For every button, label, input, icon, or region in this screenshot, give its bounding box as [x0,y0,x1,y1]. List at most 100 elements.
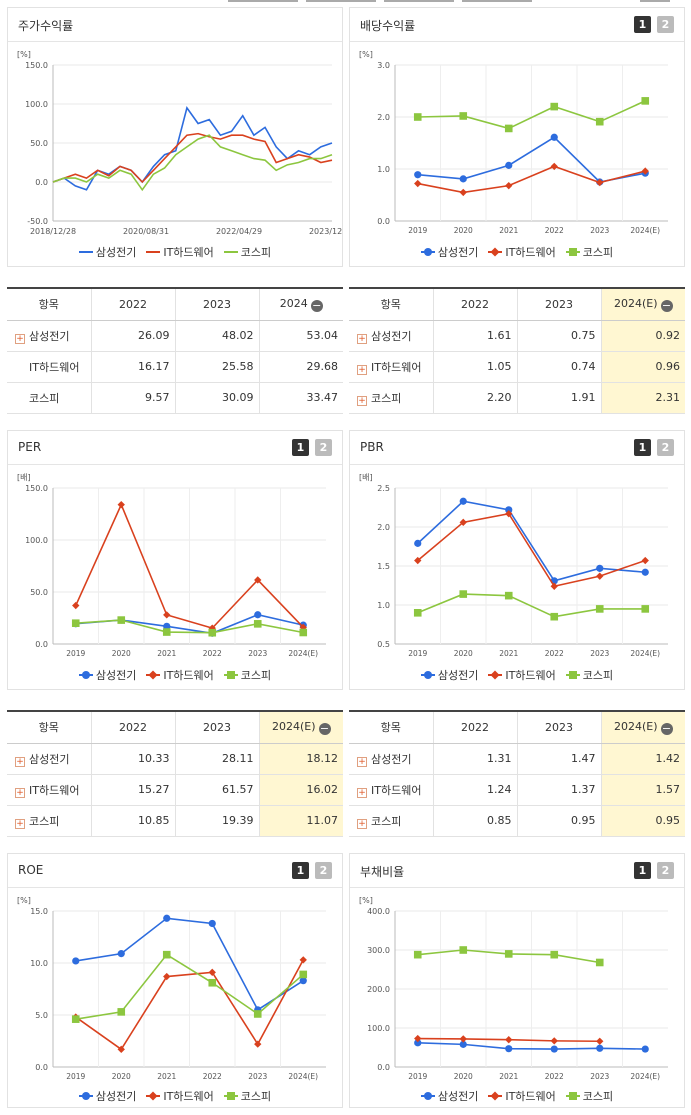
data-point-samsung [459,175,467,183]
view-2-button[interactable]: 2 [657,862,674,879]
chart-legend: 삼성전기 IT하드웨어 코스피 [350,667,684,683]
data-point-samsung [550,133,558,141]
table-cell: 28.11 [174,743,259,775]
data-point-samsung [459,497,467,505]
expand-icon[interactable]: + [357,395,367,406]
expand-icon[interactable]: + [357,333,367,344]
collapse-icon[interactable]: − [660,298,673,312]
view-2-button[interactable]: 2 [657,16,674,33]
row-label: + 삼성전기 [349,743,433,775]
pbr-chart: [배] 2.5 2.0 1.5 1.0 0.5 2019 2020 2021 2022 2023 20… [350,466,684,662]
collapse-icon[interactable]: − [310,298,323,312]
expand-icon[interactable]: + [15,756,25,767]
dividend-yield-table: 항목 2022 2023 2024(E) − + 삼성전기 1.61 0.75 0.92 + IT하드… [349,287,685,414]
x-tick-label: 2018/12/28 [30,227,76,236]
data-point-samsung [72,957,80,965]
collapse-icon[interactable]: − [660,721,673,735]
data-point-samsung [163,622,171,630]
data-point-kospi [413,609,422,617]
view-1-button[interactable]: 1 [292,862,309,879]
y-tick-label: 100.0 [367,1024,390,1033]
view-1-button[interactable]: 1 [634,439,651,456]
legend-label: 삼성전기 [437,1090,479,1103]
x-tick-label: 2019 [408,649,427,658]
data-point-kospi [459,946,468,954]
y-tick-label: 1.5 [377,562,390,571]
legend-label: 삼성전기 [95,1090,137,1103]
table-cell: 1.24 [432,774,517,806]
series-line-ithw [52,132,333,184]
table-cell: 15.27 [90,774,175,806]
view-2-button[interactable]: 2 [315,439,332,456]
table-cell: 9.57 [90,382,175,414]
chart-svg: [%] 15.0 10.0 5.0 0.0 2019 2020 2021 2022 2023 202… [17,896,326,1081]
data-point-samsung [459,1040,467,1048]
legend-swatch [146,670,161,680]
y-tick-label: 100.0 [25,100,48,109]
collapse-icon[interactable]: − [318,721,331,735]
legend-label: 코스피 [582,1090,614,1103]
legend-swatch [78,1091,93,1101]
expand-icon[interactable]: + [15,818,25,829]
top-strip [0,0,691,5]
data-point-samsung [414,171,422,179]
expand-icon[interactable]: + [357,787,367,798]
table-cell: 1.31 [432,743,517,775]
expand-icon[interactable]: + [357,756,367,767]
data-point-ithw [641,556,649,565]
data-point-samsung [641,1045,649,1053]
x-tick-label: 2022/04/29 [216,227,262,236]
table-header: 2022 [432,712,517,744]
legend-item: 코스피 [223,244,271,260]
data-point-kospi [117,1008,126,1016]
y-tick-label: 3.0 [377,61,390,70]
data-point-kospi [504,591,513,600]
legend-item: 삼성전기 [78,244,136,260]
expand-icon[interactable]: + [357,818,367,829]
legend-label: 코스피 [582,669,614,682]
legend-label: IT하드웨어 [163,246,214,259]
data-point-ithw [163,972,171,981]
legend-label: 코스피 [240,669,272,682]
axis-unit-label: [%] [17,50,31,59]
data-point-kospi [162,628,171,636]
table-cell: 1.42 [600,743,685,775]
roe-chart: [%] 15.0 10.0 5.0 0.0 2019 2020 2021 2022 2023 202… [8,889,342,1085]
x-tick-label: 2023 [590,649,609,658]
view-2-button[interactable]: 2 [657,439,674,456]
x-tick-label: 2024(E) [630,649,660,658]
row-label: + 코스피 [349,382,433,414]
expand-icon[interactable]: + [15,787,25,798]
data-point-kospi [550,102,559,111]
expand-icon[interactable]: + [15,333,25,344]
axis-unit-label: [%] [359,50,373,59]
series-line-kospi [417,593,646,618]
legend-swatch [223,670,238,680]
view-1-button[interactable]: 1 [634,16,651,33]
table-cell: 26.09 [90,320,175,352]
view-1-button[interactable]: 1 [634,862,651,879]
expand-icon[interactable]: + [357,364,367,375]
legend-item: 코스피 [223,1088,271,1104]
legend-swatch [420,670,435,680]
y-tick-label: 0.0 [35,178,48,187]
x-tick-label: 2023/12/28 [309,227,342,236]
view-2-button[interactable]: 2 [315,862,332,879]
series-line-kospi [75,953,304,1020]
data-point-kospi [299,628,308,637]
table-row: 코스피 9.57 30.09 33.47 [7,382,343,414]
table-row: + 삼성전기 10.33 28.11 18.12 [7,743,343,775]
legend-swatch [488,1091,503,1101]
table-cell: 11.07 [258,805,343,837]
series-line-samsung [417,1042,646,1050]
data-point-ithw [299,956,307,964]
table-cell: 53.04 [258,320,343,352]
view-1-button[interactable]: 1 [292,439,309,456]
chart-svg: [%] 400.0 300.0 200.0 100.0 0.0 2019 2020 2021 20… [359,896,668,1081]
data-point-ithw [550,582,558,590]
